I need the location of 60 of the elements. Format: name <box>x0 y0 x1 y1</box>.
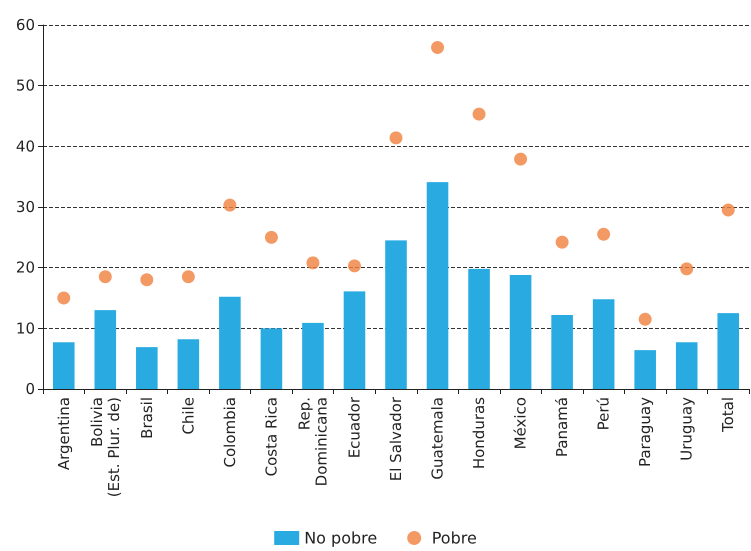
point <box>597 228 610 241</box>
point <box>182 270 195 284</box>
bar <box>136 347 158 389</box>
y-tick-label: 0 <box>25 380 35 398</box>
x-tick-label: Argentina <box>54 397 73 470</box>
x-tick-label: Uruguay <box>678 396 696 461</box>
bar <box>94 310 116 389</box>
point <box>57 292 70 304</box>
x-tick-label: Guatemala <box>428 397 447 480</box>
x-tick-label: Ecuador <box>345 396 364 458</box>
x-tick-label: El Salvador <box>387 396 405 482</box>
point <box>348 259 361 272</box>
point <box>390 131 402 144</box>
legend-label: No pobre <box>304 528 378 548</box>
point <box>264 230 278 244</box>
bar <box>219 296 241 389</box>
x-tick-label: Perú <box>594 397 613 430</box>
legend-label: Pobre <box>432 528 477 548</box>
bar <box>676 342 698 389</box>
point <box>306 256 320 270</box>
x-tick-label: Brasil <box>138 397 156 439</box>
bar <box>551 314 573 389</box>
x-tick-label: Colombia <box>220 397 239 468</box>
x-tick-label: Bolivia (Est. Plur. de) <box>88 397 123 498</box>
y-tick-label: 30 <box>16 198 35 216</box>
y-tick-label: 40 <box>16 137 35 156</box>
y-tick-label: 60 <box>16 16 35 34</box>
x-tick-label: México <box>512 397 530 450</box>
point <box>514 152 528 166</box>
x-tick-label: Rep. Dominicana <box>295 397 330 486</box>
y-tick-label: 10 <box>16 319 35 338</box>
point <box>98 270 112 284</box>
bar <box>426 182 448 389</box>
x-tick-label: Honduras <box>470 396 488 470</box>
x-tick-label: Costa Rica <box>262 397 280 476</box>
x-tick-label: Total <box>719 397 738 434</box>
bar <box>717 313 740 389</box>
y-tick-label: 50 <box>16 76 35 95</box>
bar <box>385 240 407 389</box>
bar <box>52 342 75 389</box>
point <box>722 204 735 217</box>
point <box>431 40 444 54</box>
point <box>638 312 652 326</box>
x-tick-label: Chile <box>179 397 198 435</box>
bar <box>510 274 532 389</box>
bar <box>592 299 614 389</box>
bar <box>302 322 324 389</box>
y-tick-label: 20 <box>16 258 35 277</box>
x-tick-label: Panamá <box>553 397 572 458</box>
x-tick-label: Paraguay <box>636 396 654 468</box>
bar <box>344 291 366 389</box>
bar <box>468 268 490 389</box>
bar <box>634 350 656 389</box>
bar <box>260 328 282 389</box>
point <box>223 198 236 212</box>
bar <box>178 339 200 389</box>
point <box>680 262 694 276</box>
point <box>556 236 569 249</box>
point <box>140 273 154 286</box>
point <box>472 108 486 121</box>
